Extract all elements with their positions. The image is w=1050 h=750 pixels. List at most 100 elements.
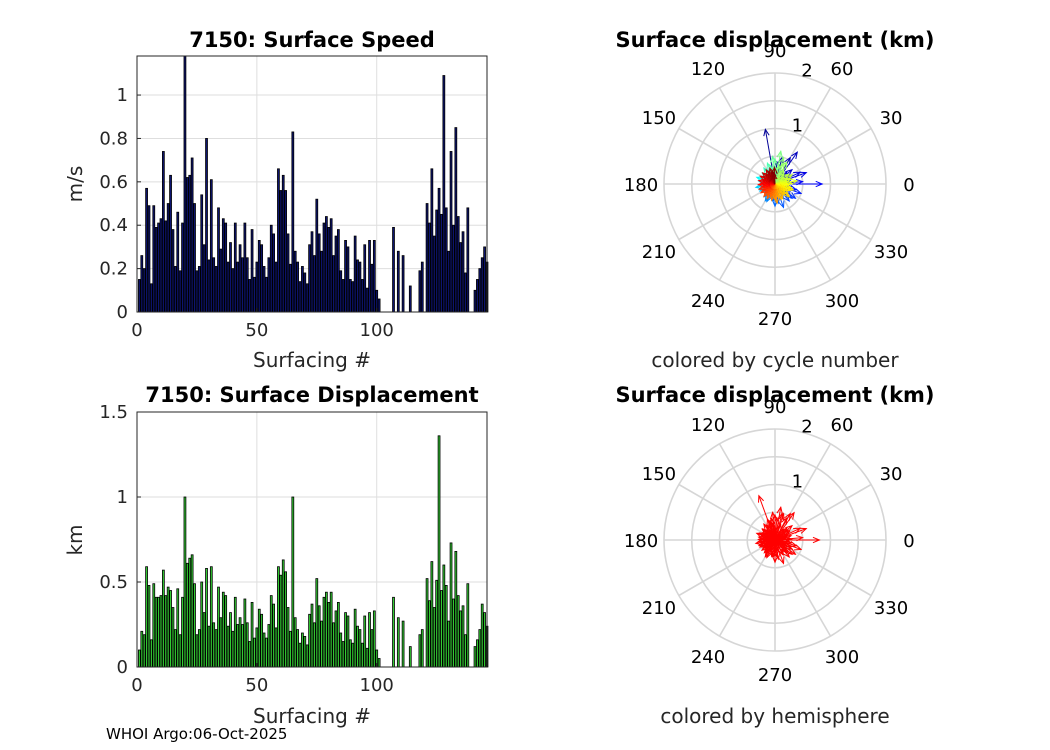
polar-radius-label: 2 bbox=[801, 61, 812, 82]
bar bbox=[260, 613, 264, 668]
bar bbox=[157, 596, 160, 668]
polar-hemisphere-subtitle: colored by hemisphere bbox=[660, 704, 889, 728]
bar bbox=[272, 233, 276, 313]
arrow-head bbox=[787, 511, 795, 520]
arrow-head bbox=[770, 522, 777, 531]
bar bbox=[356, 625, 359, 668]
bar bbox=[274, 627, 278, 668]
y-tick-label: 0 bbox=[117, 657, 128, 678]
bar bbox=[289, 263, 292, 313]
bar bbox=[243, 222, 247, 313]
bar bbox=[370, 263, 374, 313]
bar bbox=[473, 646, 477, 668]
polar-angle-label: 30 bbox=[880, 108, 903, 129]
bar bbox=[418, 270, 422, 313]
bar bbox=[449, 542, 453, 668]
bar bbox=[236, 261, 240, 313]
polar-angle-label: 330 bbox=[874, 242, 908, 263]
bar bbox=[341, 279, 345, 313]
bar bbox=[253, 637, 256, 668]
bar bbox=[313, 255, 316, 313]
bar bbox=[315, 198, 319, 313]
bar bbox=[408, 285, 412, 313]
y-tick-label: 1 bbox=[117, 487, 128, 508]
bar bbox=[325, 591, 328, 668]
bar bbox=[267, 257, 271, 313]
bar bbox=[190, 554, 194, 668]
y-tick-label: 1.5 bbox=[99, 402, 128, 423]
bar bbox=[298, 281, 302, 313]
bar bbox=[284, 571, 287, 668]
bar bbox=[140, 630, 144, 668]
bar bbox=[437, 187, 441, 313]
polar-cycle-title: Surface displacement (km) bbox=[615, 28, 934, 52]
bar bbox=[452, 224, 455, 313]
bar bbox=[257, 608, 261, 668]
displacement-xlabel: Surfacing # bbox=[253, 704, 371, 728]
bar bbox=[392, 226, 395, 313]
bar bbox=[418, 634, 422, 668]
bar bbox=[188, 557, 192, 668]
bar bbox=[231, 268, 235, 313]
arrow-head bbox=[790, 178, 799, 185]
y-tick-label: 0.2 bbox=[99, 259, 128, 280]
bar bbox=[262, 266, 266, 313]
polar-angle-label: 270 bbox=[758, 665, 792, 686]
bar bbox=[480, 257, 484, 313]
bar bbox=[212, 622, 216, 668]
bar bbox=[145, 187, 148, 313]
y-tick-label: 0 bbox=[117, 302, 128, 323]
bar bbox=[224, 595, 228, 668]
bar bbox=[250, 602, 254, 668]
bar bbox=[317, 605, 321, 668]
displacement-arrow bbox=[771, 166, 778, 185]
bar bbox=[171, 607, 175, 668]
bar bbox=[454, 551, 458, 668]
bar bbox=[339, 632, 343, 668]
bar bbox=[255, 261, 259, 313]
arrow-head bbox=[785, 543, 794, 550]
bar bbox=[233, 222, 237, 313]
bar bbox=[284, 190, 287, 313]
bar bbox=[432, 607, 436, 668]
bar bbox=[212, 257, 216, 313]
bar bbox=[233, 596, 237, 668]
bar bbox=[183, 496, 187, 668]
bar bbox=[483, 612, 486, 668]
bar bbox=[214, 629, 218, 668]
polar-angle-label: 300 bbox=[825, 647, 859, 668]
bar bbox=[440, 590, 443, 668]
bar bbox=[447, 250, 451, 313]
arrow-shaft bbox=[774, 513, 785, 541]
polar-hemisphere-chart: Surface displacement (km) 0 30 60 90 120 150 1… bbox=[615, 383, 934, 728]
bar bbox=[142, 268, 146, 313]
arrow-head bbox=[771, 166, 778, 175]
bar bbox=[308, 613, 311, 668]
bar bbox=[346, 246, 350, 313]
footer-credit: WHOI Argo:06-Oct-2025 bbox=[106, 725, 288, 743]
polar-radius-label: 1 bbox=[792, 115, 803, 136]
arrow-head bbox=[763, 128, 770, 137]
polar-spoke bbox=[678, 483, 776, 541]
speed-chart: 7150: Surface Speed 0 50 100 0 0.2 0.4 0.6 0.8 1… bbox=[63, 28, 489, 372]
bar bbox=[154, 226, 158, 313]
arrow-head bbox=[758, 494, 764, 503]
bar bbox=[269, 224, 273, 313]
polar-angle-label: 210 bbox=[642, 242, 676, 263]
bar bbox=[447, 620, 451, 668]
polar-angle-label: 330 bbox=[874, 598, 908, 619]
bar bbox=[190, 157, 194, 313]
bar bbox=[231, 630, 235, 668]
arrow-head bbox=[812, 536, 821, 544]
bar bbox=[267, 624, 271, 668]
bar bbox=[464, 272, 467, 313]
arrow-head bbox=[782, 550, 791, 558]
polar-angle-label: 270 bbox=[758, 309, 792, 330]
bar bbox=[197, 629, 201, 668]
polar-angle-label: 180 bbox=[624, 175, 658, 196]
bar bbox=[236, 624, 240, 668]
bar bbox=[444, 585, 448, 668]
bar bbox=[442, 75, 446, 313]
bar bbox=[178, 270, 182, 313]
arrow-head bbox=[781, 529, 790, 537]
